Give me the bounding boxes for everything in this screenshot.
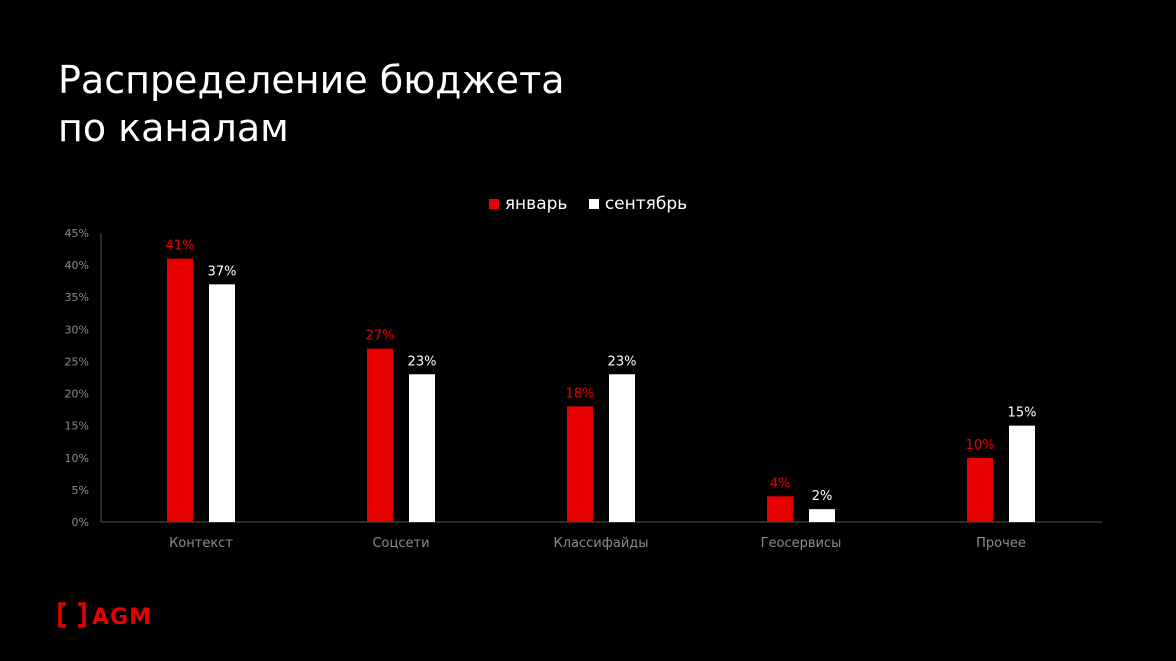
legend-label: сентябрь (604, 194, 688, 214)
y-tick-label: 40% (65, 259, 89, 272)
bar-september (209, 284, 235, 522)
bar-september (1009, 425, 1035, 522)
y-tick-label: 15% (65, 420, 89, 433)
x-tick-label: Соцсети (372, 536, 429, 551)
bar-september (409, 374, 435, 522)
y-tick-label: 0% (72, 516, 89, 529)
x-tick-label: Геосервисы (761, 536, 842, 551)
y-tick-label: 25% (65, 355, 89, 368)
bar-january (367, 348, 393, 522)
data-label: 10% (966, 438, 995, 453)
page-title: Распределение бюджета по каналам (58, 58, 565, 150)
data-label: 41% (166, 239, 195, 254)
bar-september (609, 374, 635, 522)
legend-swatch-september (588, 199, 599, 209)
legend-item-january: январь (488, 194, 568, 214)
x-tick-label: Контекст (169, 536, 233, 551)
chart-legend: январь сентябрь (0, 194, 1176, 214)
bar-january (967, 457, 993, 522)
data-label: 27% (366, 329, 395, 344)
data-label: 15% (1008, 406, 1037, 421)
data-label: 18% (566, 386, 595, 401)
data-label: 37% (208, 264, 237, 279)
bar-january (567, 406, 593, 522)
x-tick-label: Классифайды (553, 536, 648, 551)
y-tick-label: 30% (65, 323, 89, 336)
y-tick-label: 10% (65, 452, 89, 465)
data-label: 4% (770, 476, 791, 491)
legend-item-september: сентябрь (588, 194, 688, 214)
y-tick-label: 35% (65, 291, 89, 304)
x-tick-label: Прочее (976, 536, 1026, 551)
y-tick-label: 5% (72, 484, 89, 497)
legend-swatch-january (488, 199, 499, 209)
y-tick-label: 45% (65, 227, 89, 240)
svg-text:AGM: AGM (92, 605, 152, 628)
data-label: 2% (812, 489, 833, 504)
agm-logo: AGM (58, 602, 153, 634)
bar-january (767, 496, 793, 522)
agm-logo-mark: AGM (58, 602, 152, 630)
data-label: 23% (608, 354, 637, 369)
bar-september (809, 509, 835, 522)
y-tick-label: 20% (65, 388, 89, 401)
bar-january (167, 258, 193, 522)
legend-label: январь (504, 194, 568, 214)
data-label: 23% (408, 354, 437, 369)
